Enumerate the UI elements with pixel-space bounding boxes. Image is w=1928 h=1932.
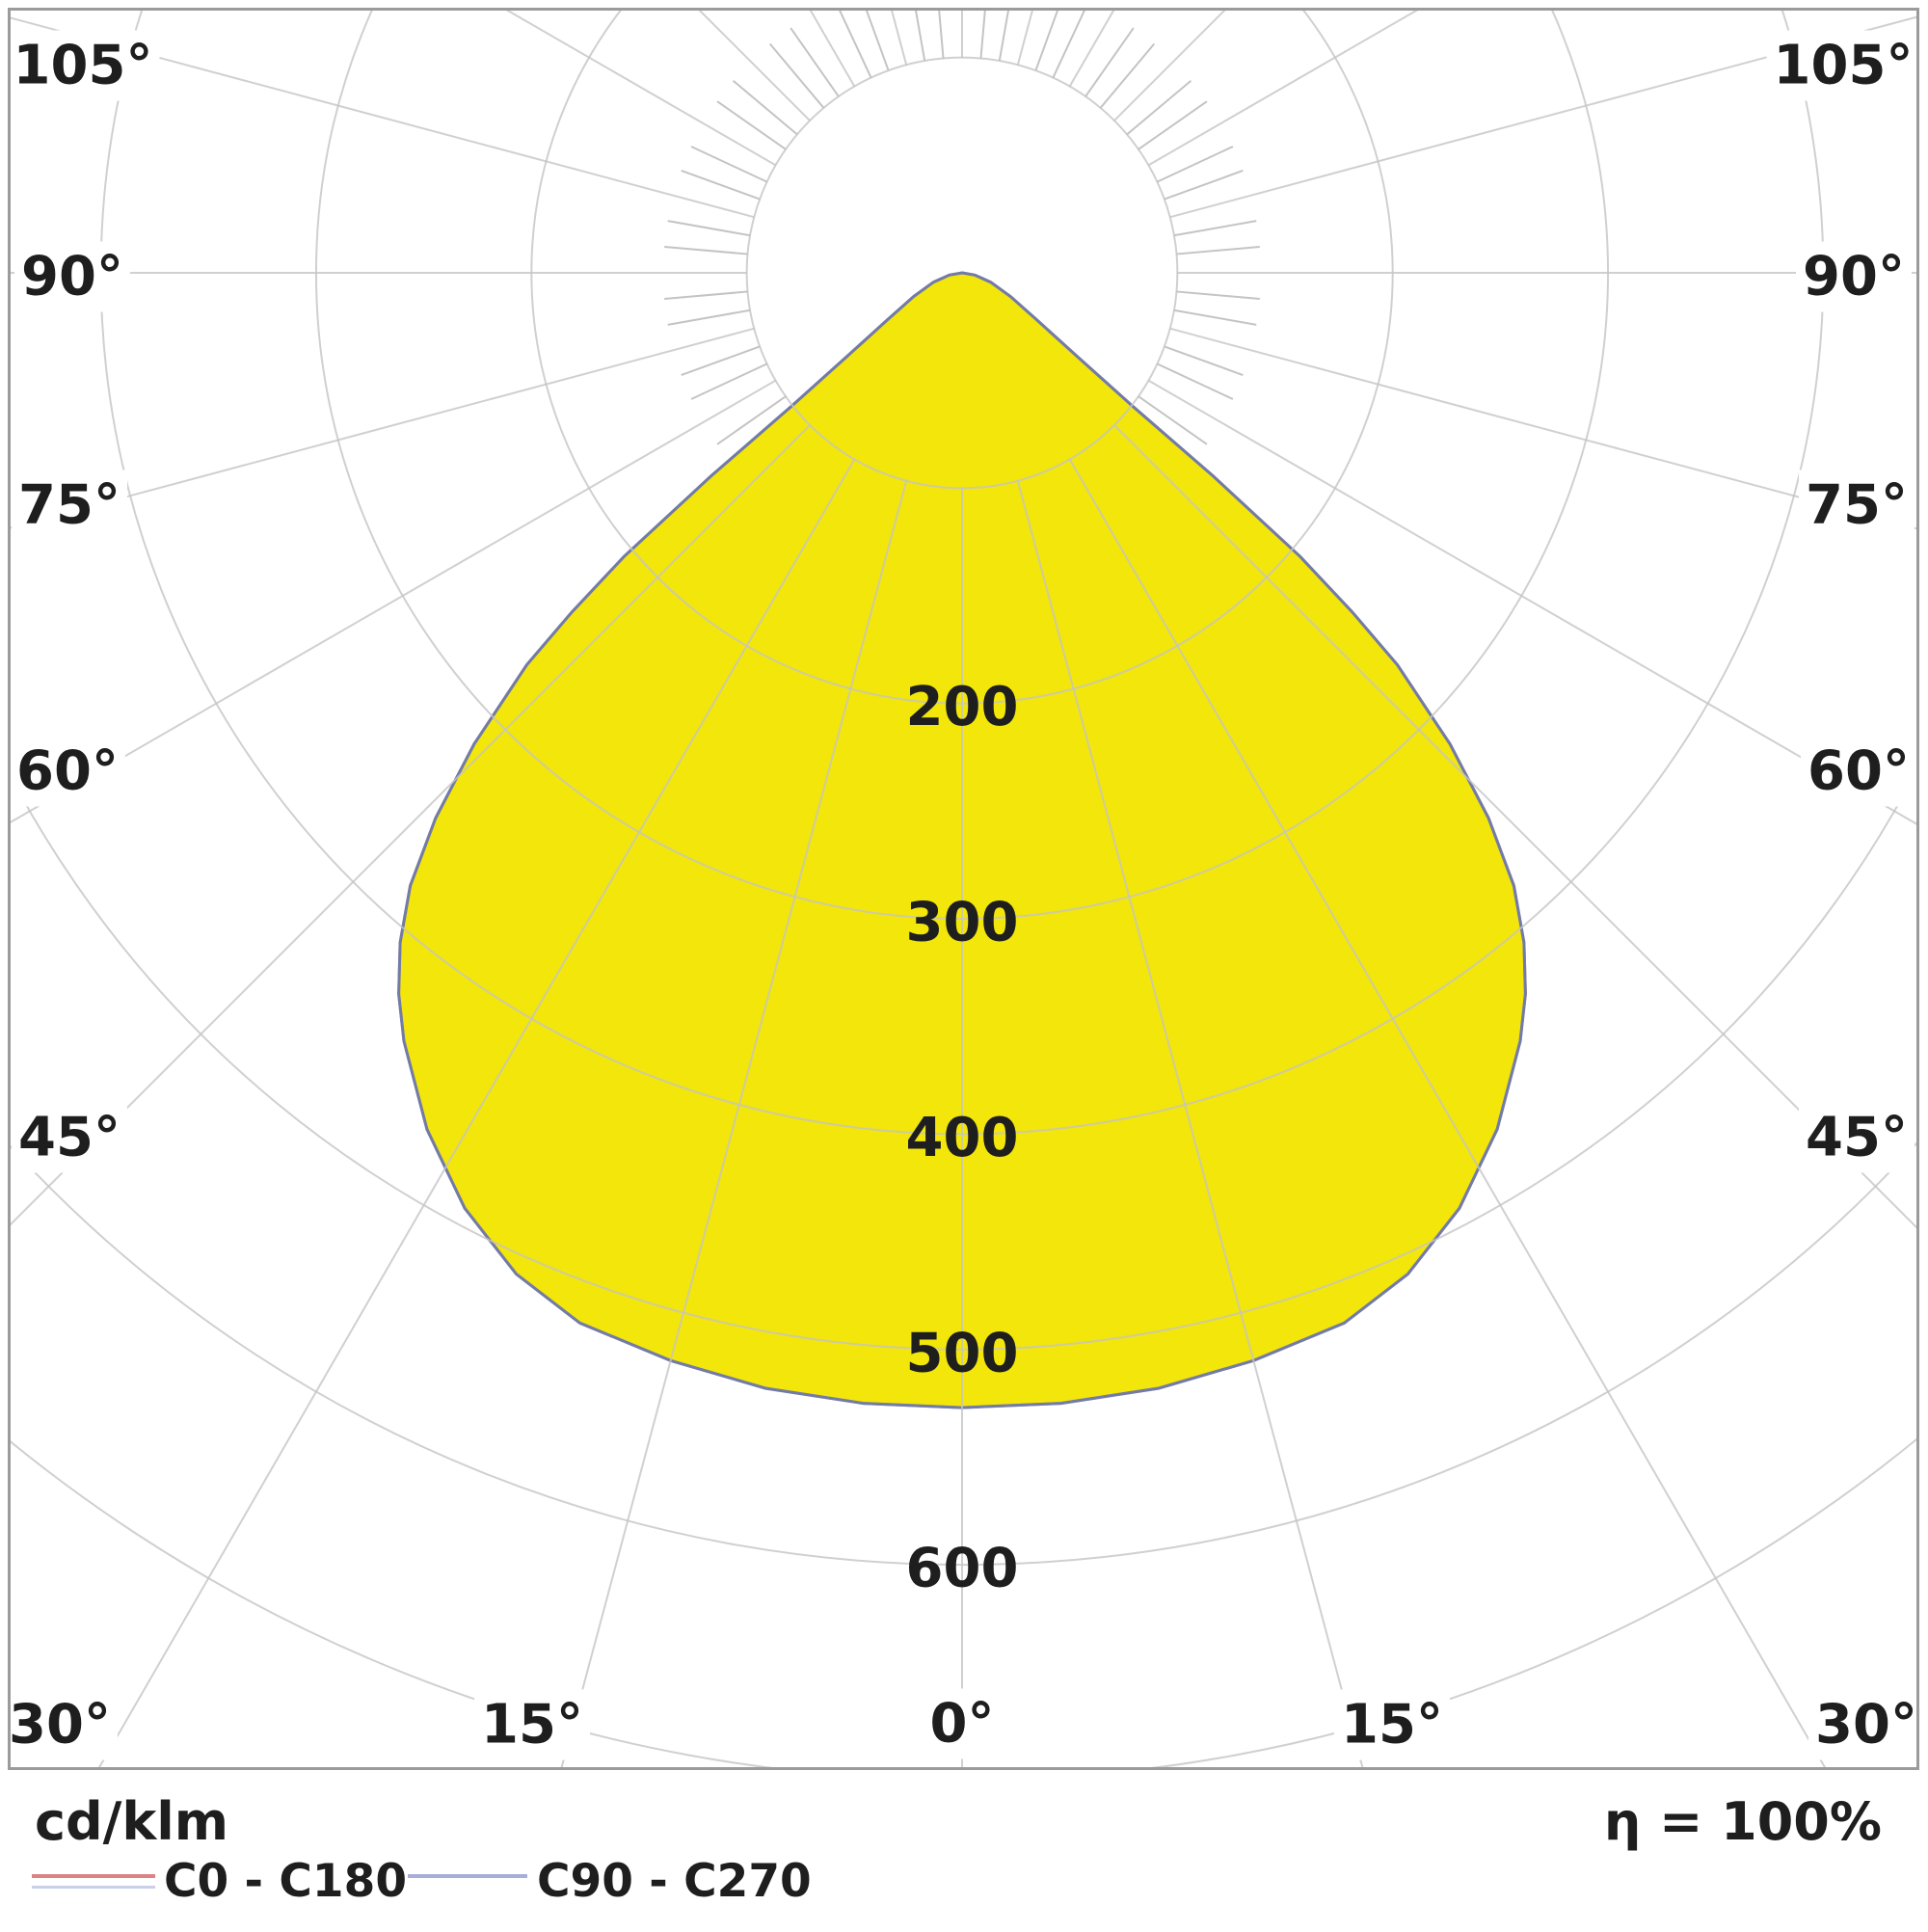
- angle-tick-label-4: 45°: [18, 1107, 120, 1169]
- angle-tick-label-12: 75°: [1806, 474, 1908, 537]
- angle-tick-label-7: 0°: [930, 1693, 995, 1756]
- unit-label: cd/klm: [35, 1791, 229, 1852]
- angle-tick-label-1: 90°: [21, 246, 123, 309]
- angle-tick-label-bg: [1808, 1689, 1924, 1760]
- ray-285: [8, 327, 755, 530]
- angle-tick-label-13: 90°: [1803, 246, 1905, 309]
- angle-tick-label-bg: [1766, 30, 1920, 101]
- legend-swatch-c90-c270: [408, 1874, 527, 1878]
- angle-tick-label-5: 30°: [9, 1694, 111, 1757]
- angle-tick-label-6: 15°: [481, 1694, 583, 1757]
- angle-tick-label-bg: [1799, 470, 1915, 541]
- efficiency-label: η = 100%: [1603, 1791, 1882, 1852]
- legend-swatch-c0-c180-shadow: [32, 1886, 155, 1889]
- ring-value-label-200: 200: [906, 676, 1019, 738]
- angle-tick-label-bg: [14, 241, 130, 312]
- ray-300: [8, 379, 777, 825]
- angle-tick-label-3: 60°: [16, 740, 119, 803]
- angle-tick-label-10: 45°: [1806, 1107, 1908, 1169]
- chart-frame-border: [8, 8, 1919, 1770]
- angle-tick-label-14: 105°: [1774, 35, 1914, 97]
- angle-tick-label-bg: [1799, 1102, 1915, 1173]
- angle-tick-label-bg: [1801, 736, 1916, 807]
- legend-swatch-c0-c180: [32, 1874, 155, 1878]
- ray-105: [1169, 14, 1919, 219]
- angle-tick-label-bg: [474, 1689, 590, 1760]
- angle-tick-label-bg: [6, 30, 160, 101]
- angle-tick-label-bg: [2, 1689, 118, 1760]
- angle-tick-label-bg: [923, 1688, 1002, 1759]
- ray-255: [8, 15, 755, 219]
- ring-value-label-500: 500: [906, 1322, 1019, 1384]
- ray-330: [96, 458, 856, 1770]
- angle-tick-label-2: 75°: [18, 474, 120, 537]
- ring-value-label-300: 300: [906, 892, 1019, 954]
- ray-15: [1016, 480, 1365, 1770]
- ray-75: [1169, 327, 1919, 531]
- ray-30: [1068, 458, 1828, 1770]
- angle-tick-label-bg: [12, 1102, 127, 1173]
- angle-tick-label-bg: [10, 736, 125, 807]
- angle-tick-label-11: 60°: [1808, 740, 1910, 803]
- angle-tick-label-bg: [1334, 1689, 1450, 1760]
- angle-tick-labels: 105° 90° 75° 60° 45° 30° 15° 0° 15° 30° 45° 60° 75° 9…: [2, 30, 1924, 1760]
- ray-345: [559, 480, 908, 1770]
- legend-label-c0-c180: C0 - C180: [164, 1855, 408, 1908]
- ring-value-label-400: 400: [906, 1107, 1019, 1169]
- angle-tick-label-0: 105°: [13, 35, 153, 97]
- ray-315: [8, 423, 812, 1229]
- angle-tick-label-8: 15°: [1341, 1694, 1443, 1757]
- ray-60: [1147, 379, 1919, 827]
- ring-value-label-600: 600: [906, 1538, 1019, 1600]
- angle-tick-label-bg: [1796, 241, 1912, 312]
- legend-label-c90-c270: C90 - C270: [537, 1855, 812, 1908]
- angle-tick-label-9: 30°: [1815, 1694, 1917, 1757]
- ray-45: [1112, 423, 1919, 1232]
- angle-tick-label-bg: [12, 470, 127, 541]
